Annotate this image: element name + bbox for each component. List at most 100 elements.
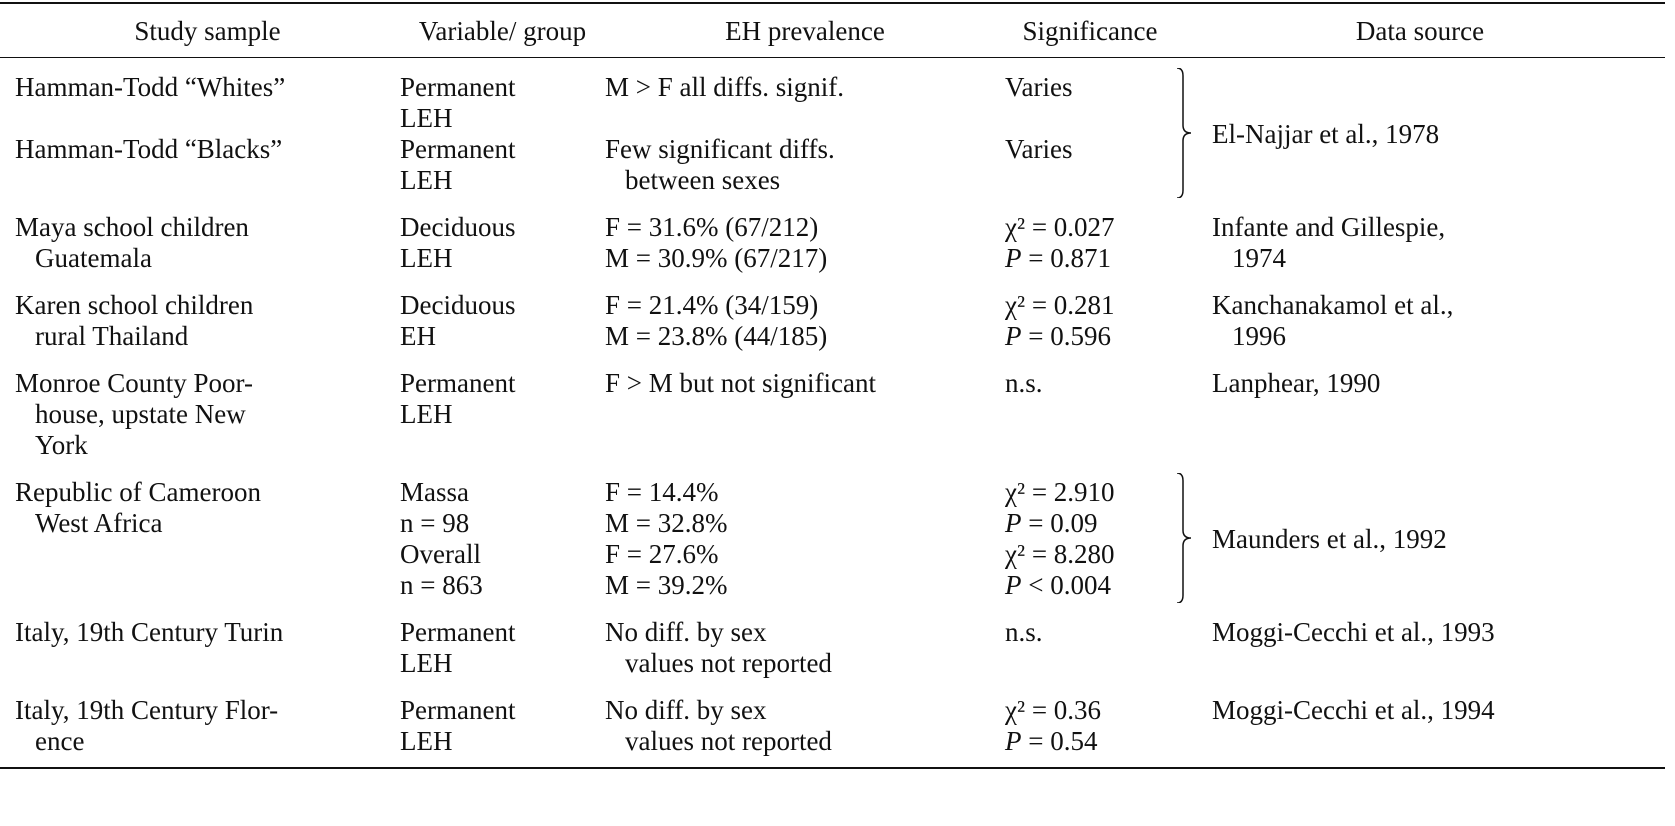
- cell-line: M = 30.9% (67/217): [605, 243, 828, 273]
- cell-line: χ² = 0.36: [1005, 695, 1102, 725]
- cell-line: n = 863: [400, 570, 483, 600]
- source-cell: Lanphear, 1990: [1175, 352, 1665, 461]
- cell-line: El-Najjar et al., 1978: [1212, 118, 1440, 149]
- cell-line: No diff. by sex: [605, 695, 767, 725]
- source-cell: Maunders et al., 1992: [1175, 461, 1665, 601]
- table-cell: n.s.: [1005, 601, 1175, 679]
- table-cell: χ² = 0.281 P = 0.596: [1005, 274, 1175, 352]
- cell-line: 1974: [1232, 243, 1286, 273]
- cell-line: Deciduous: [400, 290, 516, 320]
- table-cell: Permanent LEH: [400, 601, 605, 679]
- cell-line: Deciduous: [400, 212, 516, 242]
- cell-line: Permanent: [400, 134, 516, 164]
- cell-line: χ² = 0.027: [1005, 212, 1115, 242]
- table-row: Italy, 19th Century Turin Permanent LEH No …: [0, 601, 1665, 679]
- cell-line: Permanent: [400, 368, 516, 398]
- cell-line: rural Thailand: [35, 321, 189, 351]
- brace: [1175, 473, 1195, 603]
- table-row: Maya school children Guatemala Deciduous LE…: [0, 196, 1665, 274]
- cell-line: Hamman-Todd “Whites”: [15, 72, 286, 102]
- table-cell: Maya school children Guatemala: [0, 196, 400, 274]
- cell-line: No diff. by sex: [605, 617, 767, 647]
- table-cell: Italy, 19th Century Turin: [0, 601, 400, 679]
- cell-line: F = 27.6%: [605, 539, 719, 569]
- cell-line: Varies: [1005, 72, 1073, 102]
- cell-line: P = 0.596: [1005, 321, 1111, 351]
- cell-line: χ² = 2.910: [1005, 477, 1115, 507]
- cell-line: P = 0.54: [1005, 726, 1098, 756]
- cell-line: Permanent: [400, 72, 516, 102]
- header-cell: Significance: [1022, 16, 1158, 46]
- table-cell: F = 21.4% (34/159) M = 23.8% (44/185): [605, 274, 1005, 352]
- cell-line: M = 23.8% (44/185): [605, 321, 828, 351]
- cell-line: West Africa: [35, 508, 163, 538]
- table-cell: F = 31.6% (67/212) M = 30.9% (67/217): [605, 196, 1005, 274]
- table-cell: Permanent LEH: [400, 352, 605, 461]
- cell-line: Permanent: [400, 617, 516, 647]
- table-head: Study sample Variable/ group EH prevalence…: [0, 3, 1665, 58]
- cell-line: P = 0.871: [1005, 243, 1111, 273]
- cell-line: F = 14.4%: [605, 477, 719, 507]
- table-cell: F > M but not significant: [605, 352, 1005, 461]
- brace-path: [1177, 473, 1191, 603]
- cell-line: P = 0.09: [1005, 508, 1098, 538]
- source-cell: Moggi-Cecchi et al., 1993: [1175, 601, 1665, 679]
- cell-line: χ² = 8.280: [1005, 539, 1115, 569]
- table-cell: Monroe County Poor-house, upstate New Yor…: [0, 352, 400, 461]
- cell-line: LEH: [400, 399, 453, 429]
- table-row: Hamman-Todd “Whites” Permanent LEH M > F al…: [0, 58, 1665, 135]
- header-cell: Study sample: [134, 16, 281, 46]
- cell-line: Guatemala: [35, 243, 152, 273]
- cell-line: Infante and Gillespie,: [1212, 212, 1446, 242]
- cell-line: Republic of Cameroon: [15, 477, 261, 507]
- table-cell: Permanent LEH: [400, 134, 605, 196]
- table-cell: M > F all diffs. signif.: [605, 58, 1005, 135]
- cell-line: M > F all diffs. signif.: [605, 72, 844, 102]
- cell-line: Moggi-Cecchi et al., 1993: [1212, 617, 1495, 647]
- cell-line: M = 32.8%: [605, 508, 728, 538]
- table-cell: Hamman-Todd “Whites”: [0, 58, 400, 135]
- table-cell: χ² = 0.027 P = 0.871: [1005, 196, 1175, 274]
- cell-line: Maya school children: [15, 212, 249, 242]
- table-cell: No diff. by sex values not reported: [605, 679, 1005, 768]
- table-cell: F = 14.4% M = 32.8% F = 27.6% M = 39.2%: [605, 461, 1005, 601]
- brace: [1175, 68, 1195, 198]
- table-row: Hamman-Todd “Blacks” Permanent LEH Few sign…: [0, 134, 1665, 196]
- table-cell: Republic of Cameroon West Africa: [0, 461, 400, 601]
- header-cell: Data source: [1355, 16, 1485, 46]
- cell-line: F = 31.6% (67/212): [605, 212, 819, 242]
- cell-line: Massa: [400, 477, 469, 507]
- table-cell: No diff. by sex values not reported: [605, 601, 1005, 679]
- table-cell: Karen school children rural Thailand: [0, 274, 400, 352]
- cell-line: n.s.: [1005, 617, 1043, 647]
- cell-line: EH: [400, 321, 436, 351]
- cell-line: 1996: [1232, 321, 1286, 351]
- cell-line: Moggi-Cecchi et al., 1994: [1212, 695, 1495, 725]
- header-cell: EH prevalence: [725, 16, 885, 46]
- cell-line: F > M but not significant: [605, 368, 876, 398]
- cell-line: Permanent: [400, 695, 516, 725]
- table-cell: Permanent LEH: [400, 679, 605, 768]
- cell-line: LEH: [400, 726, 453, 756]
- cell-line: Kanchanakamol et al.,: [1212, 290, 1454, 320]
- cell-line: M = 39.2%: [605, 570, 728, 600]
- table-cell: Deciduous EH: [400, 274, 605, 352]
- cell-line: values not reported: [625, 726, 832, 756]
- table-row: Italy, 19th Century Flor-ence Permanent LE…: [0, 679, 1665, 768]
- cell-line: Few significant diffs.: [605, 134, 835, 164]
- table-cell: Italy, 19th Century Flor-ence: [0, 679, 400, 768]
- cell-line: χ² = 0.281: [1005, 290, 1115, 320]
- table-cell: n.s.: [1005, 352, 1175, 461]
- cell-line: between sexes: [625, 165, 781, 195]
- cell-line: house, upstate New: [35, 399, 246, 429]
- cell-line: LEH: [400, 243, 453, 273]
- cell-line: Italy, 19th Century Turin: [15, 617, 284, 647]
- cell-line: Hamman-Todd “Blacks”: [15, 134, 283, 164]
- header-cell: Variable/ group: [418, 16, 587, 46]
- table-cell: Varies: [1005, 134, 1175, 196]
- cell-line: values not reported: [625, 648, 832, 678]
- cell-line: Karen school children: [15, 290, 254, 320]
- table-row: Monroe County Poor-house, upstate New Yor…: [0, 352, 1665, 461]
- data-table: Study sample Variable/ group EH prevalence…: [0, 2, 1665, 769]
- table-row: Karen school children rural Thailand Decid…: [0, 274, 1665, 352]
